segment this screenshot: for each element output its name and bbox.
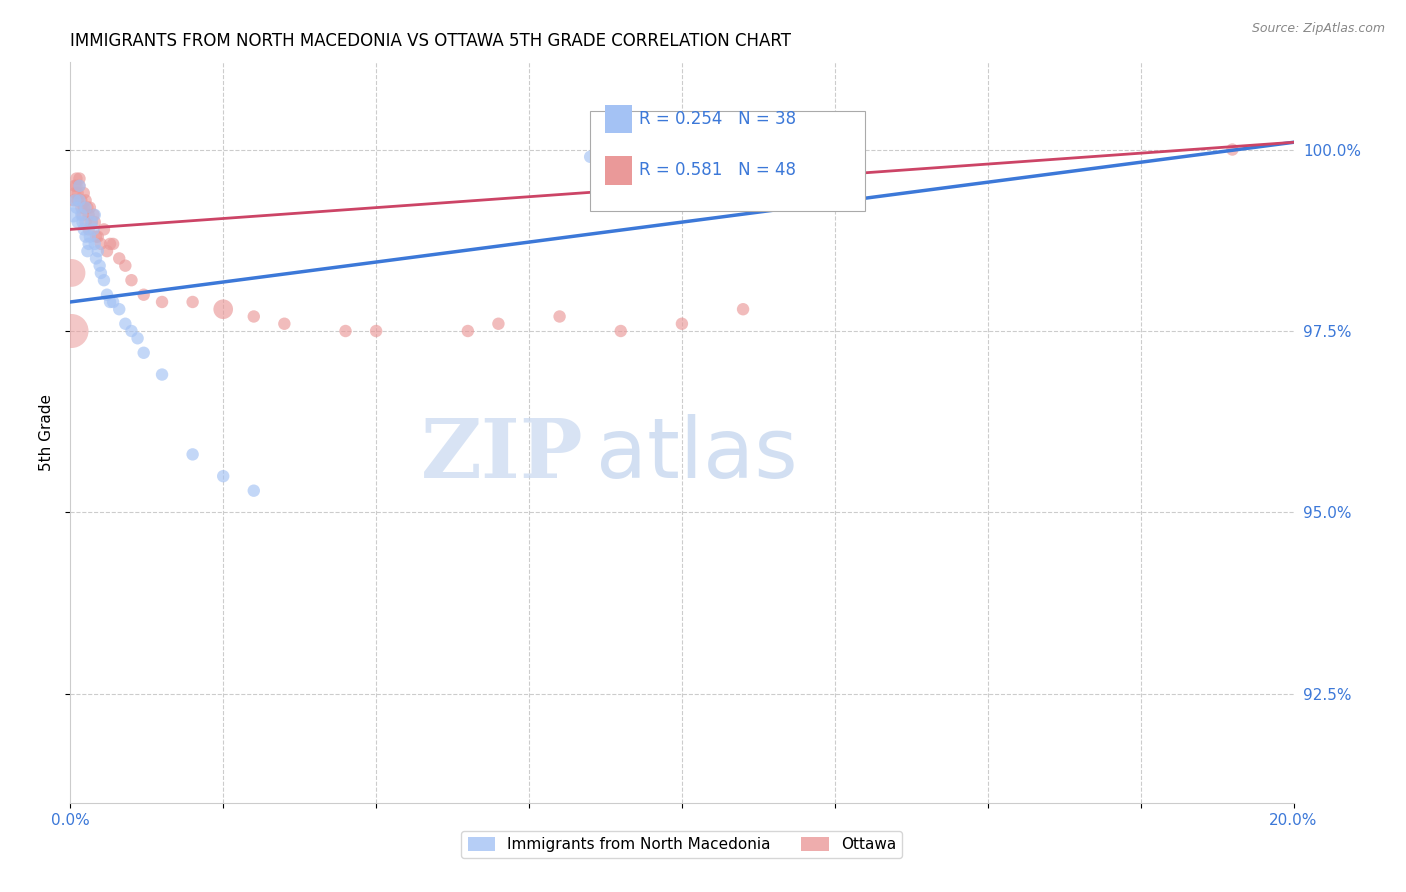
Point (70, 201, 93, 215)
Text: IMMIGRANTS FROM NORTH MACEDONIA VS OTTAWA 5TH GRADE CORRELATION CHART: IMMIGRANTS FROM NORTH MACEDONIA VS OTTAW… (70, 32, 792, 50)
Point (66, 194, 89, 208)
Point (66, 186, 89, 200)
Point (243, 483, 266, 498)
Point (72, 215, 94, 229)
Point (73, 186, 96, 200)
FancyBboxPatch shape (591, 111, 866, 211)
Point (98, 236, 121, 251)
Point (70, 208, 93, 222)
Point (73, 201, 96, 215)
Point (76, 201, 98, 215)
Point (77, 222, 100, 236)
Point (76, 244, 98, 259)
Point (66, 215, 89, 229)
Point (63, 178, 86, 193)
Point (72, 208, 94, 222)
Text: ZIP: ZIP (422, 415, 583, 495)
Point (150, 368, 173, 382)
Point (90, 266, 112, 280)
Point (98, 295, 121, 310)
Legend: Immigrants from North Macedonia, Ottawa: Immigrants from North Macedonia, Ottawa (461, 830, 903, 858)
Point (80, 215, 103, 229)
Point (69, 178, 91, 193)
Point (75, 194, 97, 208)
Point (83, 208, 105, 222)
Point (90, 236, 112, 251)
Point (731, 302, 754, 317)
Point (108, 252, 131, 266)
Point (610, 324, 633, 338)
Text: atlas: atlas (596, 414, 799, 495)
Point (121, 273, 143, 287)
Point (80, 215, 103, 229)
Point (65, 178, 87, 193)
Point (75, 229, 97, 244)
Point (83, 236, 105, 251)
Point (96, 287, 118, 301)
Point (127, 331, 149, 345)
Point (83, 222, 105, 236)
Point (181, 295, 204, 310)
Point (73, 222, 96, 236)
Point (77, 236, 100, 251)
Point (121, 324, 143, 338)
Point (150, 295, 173, 310)
Point (731, 150, 754, 164)
Point (132, 287, 155, 301)
Point (87, 244, 110, 259)
Point (181, 447, 204, 461)
Y-axis label: 5th Grade: 5th Grade (39, 394, 55, 471)
Point (243, 310, 266, 324)
Point (132, 345, 155, 359)
Point (83, 208, 105, 222)
Point (60, 266, 83, 280)
Point (457, 324, 479, 338)
Point (548, 310, 571, 324)
Point (83, 215, 105, 229)
Point (89, 259, 111, 273)
Point (62, 208, 84, 222)
Point (96, 244, 118, 259)
Point (84, 252, 107, 266)
Point (579, 150, 602, 164)
Point (335, 324, 357, 338)
Text: R = 0.581   N = 48: R = 0.581 N = 48 (640, 161, 796, 178)
Point (62, 194, 84, 208)
Bar (605, 156, 631, 185)
Point (65, 171, 87, 186)
Point (79, 229, 101, 244)
Point (69, 194, 91, 208)
Point (79, 201, 101, 215)
Point (273, 317, 295, 331)
Text: Source: ZipAtlas.com: Source: ZipAtlas.com (1251, 22, 1385, 36)
Point (93, 222, 115, 236)
Point (60, 324, 83, 338)
Point (671, 317, 693, 331)
Point (77, 208, 100, 222)
Point (114, 259, 136, 273)
Point (87, 229, 110, 244)
Point (70, 194, 93, 208)
Point (65, 201, 87, 215)
Point (114, 317, 136, 331)
Point (69, 171, 91, 186)
Point (488, 317, 510, 331)
Bar (605, 104, 631, 133)
Point (824, 143, 846, 157)
Point (63, 194, 86, 208)
Point (366, 324, 388, 338)
Point (212, 302, 235, 317)
Point (101, 295, 124, 310)
Point (108, 302, 131, 317)
Point (1220, 143, 1243, 157)
Point (101, 236, 124, 251)
Point (84, 229, 107, 244)
Point (69, 178, 91, 193)
Point (93, 273, 115, 287)
Point (75, 215, 97, 229)
Point (212, 469, 235, 483)
Text: R = 0.254   N = 38: R = 0.254 N = 38 (640, 110, 796, 128)
Point (75, 201, 97, 215)
Point (63, 186, 86, 200)
